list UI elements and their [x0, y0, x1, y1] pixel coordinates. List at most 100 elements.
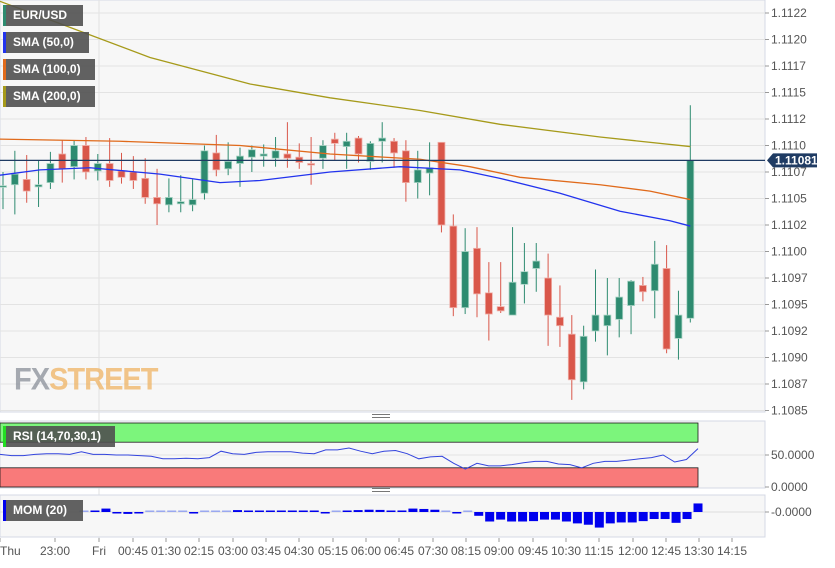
candle-body[interactable] — [662, 268, 671, 350]
candle-body[interactable] — [639, 285, 647, 293]
mom-bar[interactable] — [101, 508, 111, 512]
mom-bar[interactable] — [550, 512, 560, 520]
mom-bar[interactable] — [320, 512, 330, 514]
mom-bar[interactable] — [660, 512, 670, 520]
candle-body[interactable] — [93, 163, 102, 172]
candle-body[interactable] — [141, 177, 150, 198]
mom-bar[interactable] — [649, 512, 659, 520]
mom-bar[interactable] — [200, 510, 210, 513]
candle-body[interactable] — [82, 145, 90, 173]
candle-body[interactable] — [283, 153, 292, 159]
mom-bar[interactable] — [123, 512, 133, 514]
mom-bar[interactable] — [463, 510, 473, 513]
mom-bar[interactable] — [189, 512, 199, 514]
legend-eurusd[interactable]: EUR/USD — [3, 5, 83, 26]
candle-body[interactable] — [390, 140, 398, 154]
candle-body[interactable] — [129, 171, 138, 181]
candle-body[interactable] — [473, 247, 481, 295]
pane-splitter-rsi[interactable] — [372, 414, 390, 420]
candle-body[interactable] — [461, 251, 470, 309]
mom-bar[interactable] — [156, 510, 166, 513]
mom-bar[interactable] — [331, 510, 341, 513]
mom-bar[interactable] — [298, 510, 308, 513]
candle-body[interactable] — [307, 163, 316, 166]
candle-body[interactable] — [686, 159, 695, 319]
mom-bar[interactable] — [627, 512, 637, 523]
mom-bar[interactable] — [375, 509, 385, 512]
candle-body[interactable] — [46, 163, 55, 184]
mom-bar[interactable] — [583, 512, 593, 525]
mom-bar[interactable] — [254, 510, 264, 513]
mom-bar[interactable] — [408, 508, 418, 512]
candle-body[interactable] — [603, 314, 612, 327]
sma50-line[interactable] — [0, 166, 691, 227]
mom-bar[interactable] — [518, 512, 528, 522]
candle-body[interactable] — [413, 169, 422, 184]
mom-bar[interactable] — [616, 512, 626, 523]
mom-bar[interactable] — [638, 512, 648, 522]
mom-bar[interactable] — [265, 510, 275, 513]
sma200-line[interactable] — [0, 0, 691, 148]
mom-bar[interactable] — [243, 510, 253, 513]
mom-bar[interactable] — [397, 510, 407, 512]
candle-body[interactable] — [22, 179, 31, 192]
mom-bar[interactable] — [561, 512, 571, 522]
mom-bar[interactable] — [309, 510, 319, 513]
mom-bar[interactable] — [276, 510, 286, 513]
candle-body[interactable] — [247, 149, 256, 158]
candle-body[interactable] — [105, 163, 114, 181]
candle-body[interactable] — [342, 140, 351, 147]
mom-bar[interactable] — [211, 510, 221, 513]
candle-body[interactable] — [508, 281, 517, 316]
candle-body[interactable] — [556, 316, 564, 327]
mom-bar[interactable] — [507, 512, 517, 522]
candle-body[interactable] — [200, 150, 209, 194]
candle-body[interactable] — [319, 145, 327, 159]
candle-body[interactable] — [484, 292, 493, 315]
sma100-line[interactable] — [0, 138, 691, 201]
mom-bar[interactable] — [474, 512, 484, 516]
mom-bar[interactable] — [693, 503, 703, 512]
candle-body[interactable] — [259, 153, 268, 157]
mom-bar[interactable] — [145, 510, 155, 513]
candle-body[interactable] — [330, 138, 339, 144]
candle-body[interactable] — [567, 333, 576, 381]
mom-bar[interactable] — [90, 510, 100, 513]
candle-body[interactable] — [224, 160, 233, 170]
mom-pane[interactable] — [0, 494, 766, 538]
legend-sma50[interactable]: SMA (50,0) — [3, 32, 89, 53]
candle-body[interactable] — [153, 197, 161, 205]
mom-bar[interactable] — [540, 512, 549, 520]
mom-bar[interactable] — [594, 512, 604, 528]
pane-splitter-mom[interactable] — [372, 488, 390, 494]
candle-body[interactable] — [212, 152, 221, 171]
mom-bar[interactable] — [419, 508, 429, 512]
main-pane[interactable] — [0, 0, 766, 413]
candle-body[interactable] — [70, 145, 78, 168]
legend-rsi[interactable]: RSI (14,70,30,1) — [3, 426, 115, 447]
candle-body[interactable] — [437, 141, 446, 226]
candle-body[interactable] — [58, 153, 67, 170]
candle-body[interactable] — [627, 280, 635, 306]
candle-body[interactable] — [10, 173, 19, 186]
mom-bar[interactable] — [452, 512, 462, 514]
candle-body[interactable] — [496, 306, 505, 312]
mom-bar[interactable] — [529, 512, 539, 522]
mom-bar[interactable] — [441, 510, 451, 513]
mom-bar[interactable] — [605, 512, 615, 524]
mom-bar[interactable] — [682, 512, 692, 520]
mom-bar[interactable] — [353, 510, 363, 512]
candle-body[interactable] — [532, 260, 541, 269]
candle-body[interactable] — [188, 199, 197, 206]
rsi-line[interactable] — [0, 447, 699, 470]
mom-bar[interactable] — [167, 510, 177, 513]
mom-bar[interactable] — [178, 510, 188, 513]
mom-bar[interactable] — [671, 512, 681, 523]
mom-bar[interactable] — [233, 510, 242, 512]
mom-bar[interactable] — [342, 510, 352, 513]
candle-body[interactable] — [176, 201, 185, 205]
candle-body[interactable] — [520, 271, 529, 285]
candle-body[interactable] — [34, 184, 43, 188]
legend-sma200[interactable]: SMA (200,0) — [3, 86, 95, 107]
